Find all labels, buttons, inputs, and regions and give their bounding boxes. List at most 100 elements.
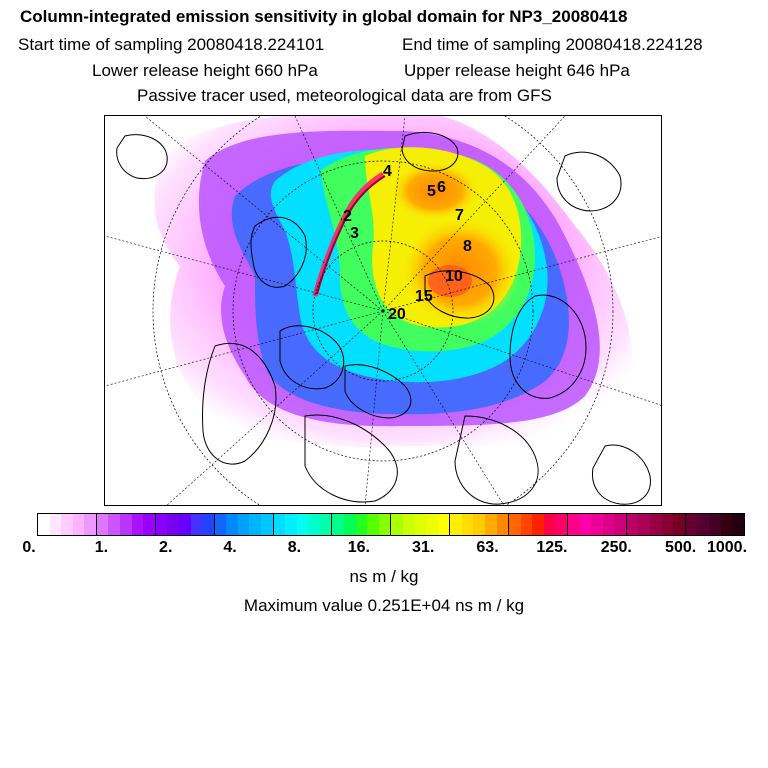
colorbar-cell xyxy=(402,514,415,535)
plume-track-core xyxy=(316,175,386,295)
colorbar-cell xyxy=(732,514,744,535)
colorbar-cell xyxy=(190,514,203,535)
colorbar-cell xyxy=(367,514,379,535)
colorbar-cell xyxy=(131,514,144,535)
colorbar-cell xyxy=(273,514,286,535)
colorbar-cell xyxy=(673,514,686,535)
colorbar-cell xyxy=(697,514,709,535)
marker-2: 2 xyxy=(343,208,352,225)
marker-3: 3 xyxy=(350,225,359,242)
upper-release-text: Upper release height 646 hPa xyxy=(404,61,630,80)
field-red-core xyxy=(428,265,472,297)
marker-10: 10 xyxy=(445,268,463,285)
colorbar-cell xyxy=(638,514,651,535)
colorbar-tick-label: 2. xyxy=(159,539,173,556)
field-orange-2 xyxy=(390,161,480,221)
colorbar-cell xyxy=(591,514,603,535)
colorbar-tick-label: 63. xyxy=(476,539,499,556)
colorbar-cell xyxy=(249,514,261,535)
colorbar-tick-label: 125. xyxy=(536,539,568,556)
colorbar-cell xyxy=(72,514,85,535)
colorbar-cell xyxy=(568,514,580,535)
colorbar-cell xyxy=(96,514,109,535)
plume-track xyxy=(312,171,385,297)
colorbar-cell xyxy=(602,514,615,535)
latitude-circles xyxy=(152,116,614,505)
colorbar-cell xyxy=(484,514,497,535)
colorbar-cell xyxy=(685,514,698,535)
colorbar-cell xyxy=(214,514,227,535)
marker-20: 20 xyxy=(388,306,406,323)
colorbar-cell xyxy=(355,514,368,535)
end-time-text: End time of sampling 20080418.224128 xyxy=(402,35,703,54)
colorbar-cell xyxy=(332,514,345,535)
colorbar-cell xyxy=(84,514,97,535)
colorbar-cell xyxy=(414,514,427,535)
colorbar-cell xyxy=(61,514,73,535)
colorbar-cell xyxy=(543,514,556,535)
colorbar-cell xyxy=(532,514,544,535)
colorbar-cell xyxy=(108,514,121,535)
colorbar-cell xyxy=(626,514,639,535)
colorbar-units: ns m / kg xyxy=(349,567,419,586)
colorbar-tick-label: 500. xyxy=(665,539,697,556)
colorbar-tick-label: 16. xyxy=(347,539,370,556)
maximum-value: Maximum value 0.251E+04 ns m / kg xyxy=(243,596,525,615)
marker-8: 8 xyxy=(463,238,472,255)
lower-release-text: Lower release height 660 hPa xyxy=(92,61,318,80)
colorbar-cell xyxy=(461,514,474,535)
plot-title: Column-integrated emission sensitivity i… xyxy=(20,7,628,26)
marker-15: 15 xyxy=(415,288,433,305)
meridian-lines xyxy=(105,116,661,505)
colorbar-cell xyxy=(260,514,274,535)
colorbar-tick-label: 4. xyxy=(223,539,237,556)
colorbar-cell xyxy=(520,514,533,535)
colorbar-cell xyxy=(344,514,356,535)
colorbar xyxy=(37,513,745,536)
colorbar-cell xyxy=(120,514,132,535)
colorbar-cell xyxy=(496,514,510,535)
coastlines xyxy=(116,132,651,505)
colorbar-cell xyxy=(155,514,168,535)
marker-5: 5 xyxy=(427,183,436,200)
colorbar-cell xyxy=(38,514,50,535)
colorbar-tick-label: 250. xyxy=(600,539,632,556)
map-svg: 2 3 4 5 6 7 8 10 15 20 xyxy=(105,116,661,505)
marker-4: 4 xyxy=(383,163,392,180)
start-time-text: Start time of sampling 20080418.224101 xyxy=(18,35,325,54)
colorbar-cell xyxy=(202,514,215,535)
colorbar-cell xyxy=(226,514,238,535)
colorbar-cell xyxy=(509,514,521,535)
colorbar-tick-label: 31. xyxy=(412,539,435,556)
colorbar-cell xyxy=(237,514,250,535)
colorbar-cell xyxy=(49,514,62,535)
colorbar-cell xyxy=(720,514,733,535)
colorbar-tick-label: 0. xyxy=(22,539,36,556)
trajectory-markers: 2 3 4 5 6 7 8 10 15 20 xyxy=(343,163,472,323)
colorbar-tick-label: 8. xyxy=(287,539,302,556)
marker-6: 6 xyxy=(437,179,446,196)
colorbar-cell xyxy=(437,514,451,535)
colorbar-cell xyxy=(143,514,156,535)
colorbar-cell xyxy=(708,514,721,535)
colorbar-cell xyxy=(296,514,309,535)
colorbar-cell xyxy=(178,514,191,535)
colorbar-cell xyxy=(450,514,462,535)
colorbar-cell xyxy=(579,514,592,535)
colorbar-cell xyxy=(426,514,438,535)
colorbar-cell xyxy=(650,514,662,535)
colorbar-cell xyxy=(614,514,627,535)
colorbar-tick-label: 1000. xyxy=(706,539,748,556)
marker-7: 7 xyxy=(455,207,464,224)
colorbar-cell xyxy=(391,514,403,535)
colorbar-cell xyxy=(378,514,392,535)
colorbar-cell xyxy=(285,514,297,535)
sensitivity-map: 2 3 4 5 6 7 8 10 15 20 xyxy=(104,115,662,506)
colorbar-cell xyxy=(319,514,333,535)
colorbar-tick-label: 1. xyxy=(94,539,109,556)
colorbar-cell xyxy=(661,514,674,535)
colorbar-cell xyxy=(555,514,569,535)
colorbar-cell xyxy=(473,514,485,535)
colorbar-cell xyxy=(308,514,320,535)
colorbar-cell xyxy=(167,514,179,535)
